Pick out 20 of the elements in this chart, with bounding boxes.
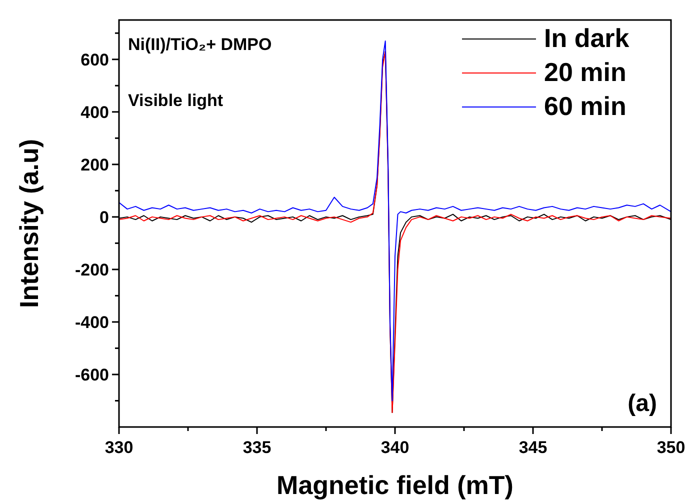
annotation: (a) xyxy=(628,390,657,417)
y-axis-title: Intensity (a.u) xyxy=(14,138,44,308)
x-tick-label: 330 xyxy=(104,438,134,457)
y-tick-label: 0 xyxy=(100,208,109,227)
y-tick-label: 400 xyxy=(80,102,109,122)
y-tick-label: -600 xyxy=(74,365,109,384)
x-axis-title: Magnetic field (mT) xyxy=(276,470,514,500)
x-tick-label: 340 xyxy=(380,438,410,457)
x-tick-label: 345 xyxy=(518,438,548,457)
legend-label: 20 min xyxy=(544,57,626,87)
y-tick-label: 200 xyxy=(80,155,109,174)
x-tick-label: 350 xyxy=(656,438,686,457)
legend-label: In dark xyxy=(544,23,630,53)
x-tick-label: 335 xyxy=(242,438,272,457)
annotation: Ni(II)/TiO₂+ DMPO xyxy=(128,35,272,54)
y-tick-label: -200 xyxy=(74,260,109,280)
legend-label: 60 min xyxy=(544,91,626,121)
y-tick-label: -400 xyxy=(74,312,109,332)
y-tick-label: 600 xyxy=(80,50,109,70)
annotation: Visible light xyxy=(128,91,224,110)
